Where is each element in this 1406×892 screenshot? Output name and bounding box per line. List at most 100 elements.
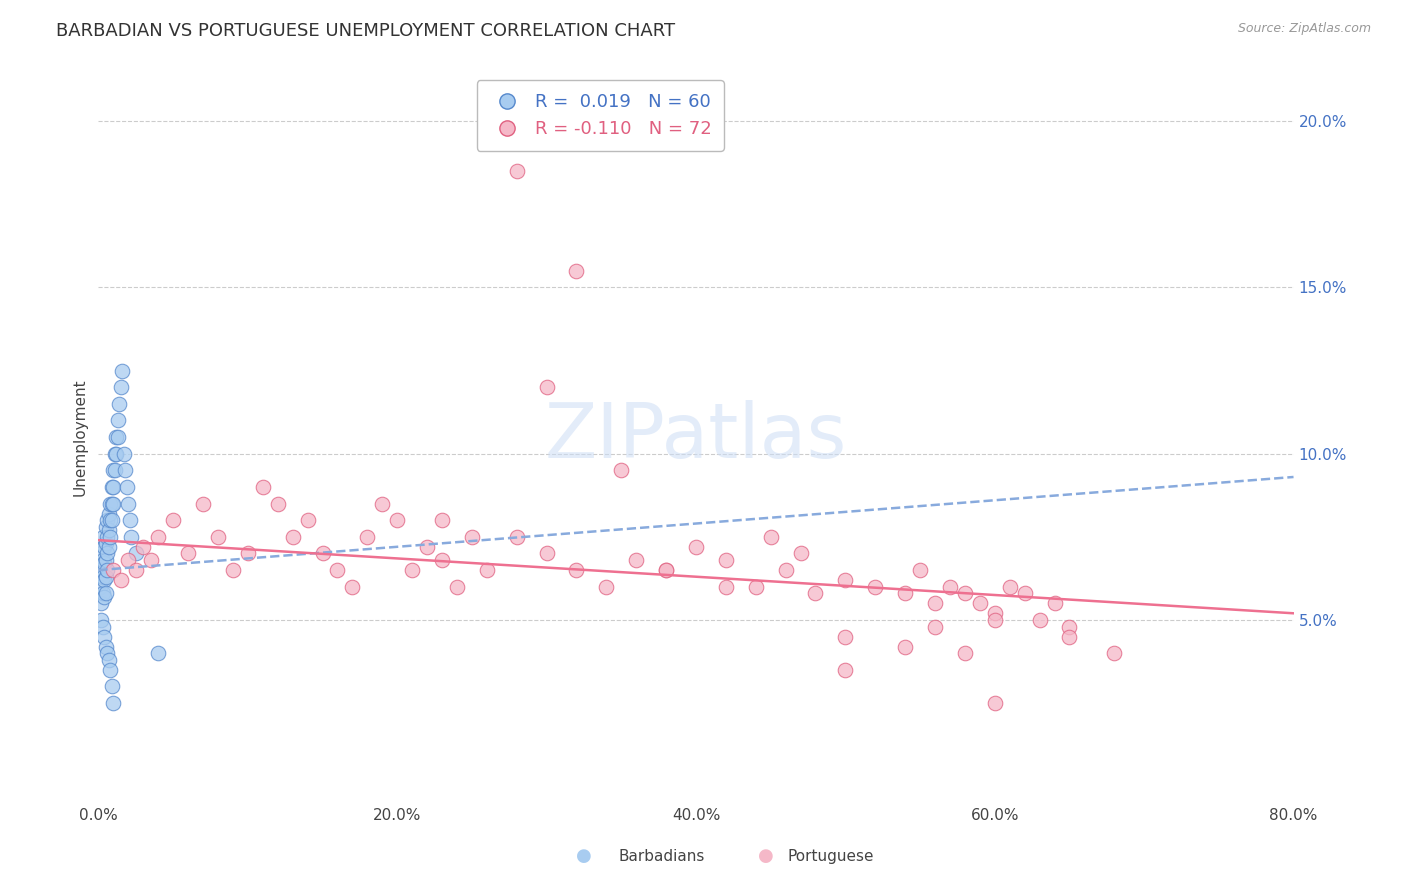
Point bbox=[91, 553, 114, 567]
Point bbox=[94, 553, 117, 567]
Point bbox=[953, 586, 976, 600]
Point bbox=[924, 596, 946, 610]
Point bbox=[655, 563, 678, 577]
Point bbox=[984, 696, 1007, 710]
Point bbox=[103, 480, 125, 494]
Point bbox=[90, 596, 112, 610]
Point bbox=[430, 513, 453, 527]
Point bbox=[112, 447, 135, 461]
Point bbox=[924, 619, 946, 633]
Point bbox=[834, 573, 856, 587]
Point bbox=[104, 447, 127, 461]
Text: Barbadians: Barbadians bbox=[619, 849, 704, 863]
Point bbox=[117, 553, 139, 567]
Point bbox=[97, 523, 120, 537]
Point bbox=[103, 563, 125, 577]
Point bbox=[685, 540, 707, 554]
Point bbox=[105, 430, 128, 444]
Point bbox=[789, 546, 811, 560]
Point bbox=[98, 663, 122, 677]
Text: Source: ZipAtlas.com: Source: ZipAtlas.com bbox=[1237, 22, 1371, 36]
Point bbox=[98, 497, 122, 511]
Point bbox=[107, 413, 129, 427]
Text: ●: ● bbox=[758, 847, 775, 865]
Point bbox=[115, 480, 138, 494]
Point bbox=[114, 463, 136, 477]
Point bbox=[207, 530, 229, 544]
Point bbox=[461, 530, 484, 544]
Point bbox=[939, 580, 962, 594]
Text: ZIPatlas: ZIPatlas bbox=[544, 401, 848, 474]
Point bbox=[125, 546, 148, 560]
Point bbox=[97, 540, 120, 554]
Text: BARBADIAN VS PORTUGUESE UNEMPLOYMENT CORRELATION CHART: BARBADIAN VS PORTUGUESE UNEMPLOYMENT COR… bbox=[56, 22, 675, 40]
Point bbox=[759, 530, 782, 544]
Point bbox=[94, 520, 117, 534]
Point bbox=[93, 557, 115, 571]
Point bbox=[101, 513, 124, 527]
Point bbox=[714, 553, 737, 567]
Point bbox=[969, 596, 991, 610]
Point bbox=[132, 540, 155, 554]
Point bbox=[775, 563, 797, 577]
Point bbox=[108, 397, 131, 411]
Point bbox=[91, 586, 114, 600]
Point bbox=[125, 563, 148, 577]
Point bbox=[311, 546, 333, 560]
Point bbox=[89, 563, 111, 577]
Point bbox=[103, 696, 125, 710]
Point bbox=[342, 580, 364, 594]
Point bbox=[94, 536, 117, 550]
Point bbox=[162, 513, 184, 527]
Point bbox=[834, 630, 856, 644]
Point bbox=[96, 646, 118, 660]
Point bbox=[655, 563, 678, 577]
Point bbox=[91, 570, 114, 584]
Point bbox=[506, 164, 529, 178]
Point bbox=[90, 546, 112, 560]
Point bbox=[536, 380, 558, 394]
Point bbox=[117, 497, 139, 511]
Point bbox=[446, 580, 468, 594]
Point bbox=[610, 463, 633, 477]
Point bbox=[96, 530, 118, 544]
Point bbox=[103, 463, 125, 477]
Point bbox=[626, 553, 648, 567]
Point bbox=[98, 530, 122, 544]
Point bbox=[139, 553, 162, 567]
Point bbox=[98, 513, 122, 527]
Point bbox=[93, 540, 115, 554]
Point bbox=[94, 640, 117, 654]
Point bbox=[91, 619, 114, 633]
Point bbox=[101, 680, 124, 694]
Point bbox=[94, 586, 117, 600]
Point bbox=[148, 646, 170, 660]
Text: Portuguese: Portuguese bbox=[787, 849, 875, 863]
Point bbox=[94, 570, 117, 584]
Text: ●: ● bbox=[575, 847, 592, 865]
Point bbox=[267, 497, 290, 511]
Point bbox=[326, 563, 349, 577]
Point bbox=[252, 480, 274, 494]
Point bbox=[148, 530, 170, 544]
Point bbox=[103, 497, 125, 511]
Point bbox=[1028, 613, 1050, 627]
Point bbox=[110, 573, 132, 587]
Point bbox=[430, 553, 453, 567]
Point bbox=[745, 580, 768, 594]
Point bbox=[120, 530, 142, 544]
Point bbox=[101, 497, 124, 511]
Point bbox=[356, 530, 378, 544]
Point bbox=[371, 497, 394, 511]
Point bbox=[595, 580, 617, 594]
Point bbox=[475, 563, 498, 577]
Point bbox=[104, 463, 127, 477]
Point bbox=[1059, 619, 1081, 633]
Point bbox=[1043, 596, 1066, 610]
Point bbox=[385, 513, 409, 527]
Point bbox=[93, 590, 115, 604]
Point bbox=[865, 580, 887, 594]
Point bbox=[565, 563, 588, 577]
Legend: R =  0.019   N = 60, R = -0.110   N = 72: R = 0.019 N = 60, R = -0.110 N = 72 bbox=[477, 80, 724, 151]
Point bbox=[908, 563, 931, 577]
